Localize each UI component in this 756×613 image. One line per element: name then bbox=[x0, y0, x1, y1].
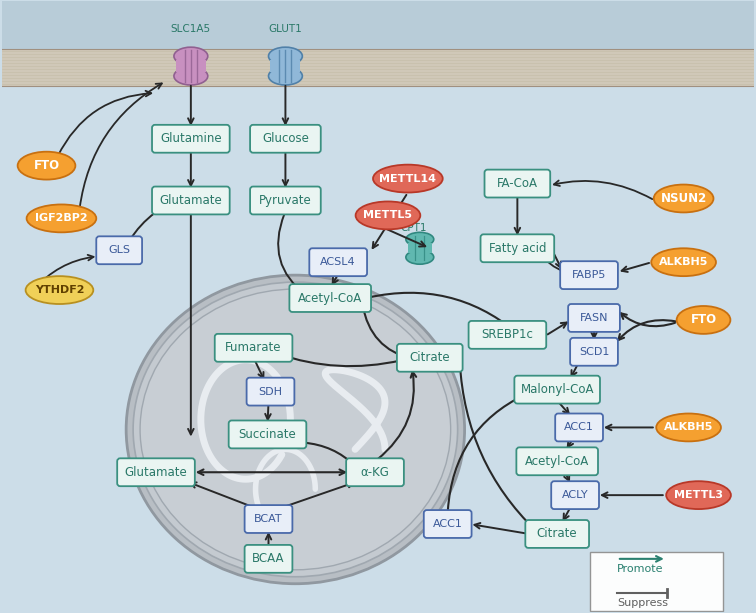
Ellipse shape bbox=[355, 202, 420, 229]
Text: Acetyl-CoA: Acetyl-CoA bbox=[298, 292, 362, 305]
FancyBboxPatch shape bbox=[569, 304, 620, 332]
Text: GLUT1: GLUT1 bbox=[268, 25, 302, 34]
Text: Succinate: Succinate bbox=[239, 428, 296, 441]
FancyBboxPatch shape bbox=[570, 338, 618, 366]
Ellipse shape bbox=[656, 414, 721, 441]
Text: α-KG: α-KG bbox=[361, 466, 389, 479]
FancyBboxPatch shape bbox=[560, 261, 618, 289]
FancyBboxPatch shape bbox=[152, 125, 230, 153]
Text: ACLY: ACLY bbox=[562, 490, 588, 500]
FancyBboxPatch shape bbox=[469, 321, 547, 349]
Ellipse shape bbox=[654, 185, 714, 213]
Ellipse shape bbox=[677, 306, 730, 334]
Text: FTO: FTO bbox=[690, 313, 717, 327]
Text: BCAA: BCAA bbox=[253, 552, 285, 565]
FancyBboxPatch shape bbox=[424, 510, 472, 538]
Text: METTL5: METTL5 bbox=[364, 210, 413, 221]
FancyBboxPatch shape bbox=[250, 125, 321, 153]
Ellipse shape bbox=[126, 275, 465, 584]
FancyBboxPatch shape bbox=[485, 170, 550, 197]
Ellipse shape bbox=[373, 165, 443, 192]
Ellipse shape bbox=[26, 276, 93, 304]
Text: Citrate: Citrate bbox=[537, 527, 578, 541]
Bar bbox=[2, 49, 754, 86]
Ellipse shape bbox=[666, 481, 731, 509]
FancyBboxPatch shape bbox=[228, 421, 306, 448]
Ellipse shape bbox=[651, 248, 716, 276]
Text: YTHDF2: YTHDF2 bbox=[35, 285, 84, 295]
Bar bbox=[176, 60, 206, 72]
Text: Glutamine: Glutamine bbox=[160, 132, 222, 145]
Text: ALKBH5: ALKBH5 bbox=[664, 422, 713, 432]
Text: METTL3: METTL3 bbox=[674, 490, 723, 500]
Ellipse shape bbox=[406, 232, 434, 246]
FancyBboxPatch shape bbox=[309, 248, 367, 276]
FancyBboxPatch shape bbox=[514, 376, 600, 403]
Bar bbox=[271, 60, 300, 72]
Text: SLC1A5: SLC1A5 bbox=[171, 25, 211, 34]
FancyBboxPatch shape bbox=[481, 234, 554, 262]
Text: IGF2BP2: IGF2BP2 bbox=[35, 213, 88, 223]
Text: ACC1: ACC1 bbox=[432, 519, 463, 529]
Text: BCAT: BCAT bbox=[254, 514, 283, 524]
Ellipse shape bbox=[406, 250, 434, 264]
FancyBboxPatch shape bbox=[215, 334, 293, 362]
Bar bbox=[408, 243, 432, 253]
Text: FASN: FASN bbox=[580, 313, 609, 323]
FancyBboxPatch shape bbox=[246, 378, 294, 406]
Text: ACC1: ACC1 bbox=[564, 422, 594, 432]
FancyBboxPatch shape bbox=[245, 505, 293, 533]
Text: FTO: FTO bbox=[33, 159, 60, 172]
Text: FABP5: FABP5 bbox=[572, 270, 606, 280]
Text: SCD1: SCD1 bbox=[579, 347, 609, 357]
Text: Promote: Promote bbox=[617, 564, 664, 574]
Text: Suppress: Suppress bbox=[617, 598, 668, 607]
Text: ACSL4: ACSL4 bbox=[321, 257, 356, 267]
FancyBboxPatch shape bbox=[96, 237, 142, 264]
Text: Fatty acid: Fatty acid bbox=[488, 242, 546, 255]
Ellipse shape bbox=[174, 47, 208, 65]
Bar bbox=[2, 1, 754, 49]
FancyBboxPatch shape bbox=[250, 186, 321, 215]
Text: Acetyl-CoA: Acetyl-CoA bbox=[525, 455, 590, 468]
Text: ALKBH5: ALKBH5 bbox=[659, 257, 708, 267]
Text: Citrate: Citrate bbox=[410, 351, 450, 364]
FancyBboxPatch shape bbox=[245, 545, 293, 573]
Text: GLS: GLS bbox=[108, 245, 130, 255]
FancyBboxPatch shape bbox=[590, 552, 723, 611]
Text: FA-CoA: FA-CoA bbox=[497, 177, 538, 190]
Text: Glucose: Glucose bbox=[262, 132, 309, 145]
Text: Malonyl-CoA: Malonyl-CoA bbox=[520, 383, 594, 396]
Ellipse shape bbox=[268, 67, 302, 85]
Text: SREBP1c: SREBP1c bbox=[482, 329, 533, 341]
FancyBboxPatch shape bbox=[152, 186, 230, 215]
Text: Glutamate: Glutamate bbox=[125, 466, 187, 479]
Ellipse shape bbox=[17, 151, 76, 180]
Ellipse shape bbox=[174, 67, 208, 85]
Ellipse shape bbox=[268, 47, 302, 65]
FancyBboxPatch shape bbox=[525, 520, 589, 548]
FancyBboxPatch shape bbox=[346, 459, 404, 486]
FancyBboxPatch shape bbox=[397, 344, 463, 371]
FancyBboxPatch shape bbox=[516, 447, 598, 475]
FancyBboxPatch shape bbox=[551, 481, 599, 509]
FancyBboxPatch shape bbox=[117, 459, 195, 486]
Text: Pyruvate: Pyruvate bbox=[259, 194, 311, 207]
FancyBboxPatch shape bbox=[290, 284, 371, 312]
Ellipse shape bbox=[140, 289, 451, 570]
Text: METTL14: METTL14 bbox=[380, 173, 436, 183]
Text: SDH: SDH bbox=[259, 387, 283, 397]
Text: CPT1: CPT1 bbox=[401, 223, 427, 234]
Text: Fumarate: Fumarate bbox=[225, 341, 282, 354]
FancyBboxPatch shape bbox=[555, 414, 603, 441]
Text: NSUN2: NSUN2 bbox=[661, 192, 707, 205]
Ellipse shape bbox=[133, 282, 457, 577]
Text: Glutamate: Glutamate bbox=[160, 194, 222, 207]
Ellipse shape bbox=[26, 205, 96, 232]
